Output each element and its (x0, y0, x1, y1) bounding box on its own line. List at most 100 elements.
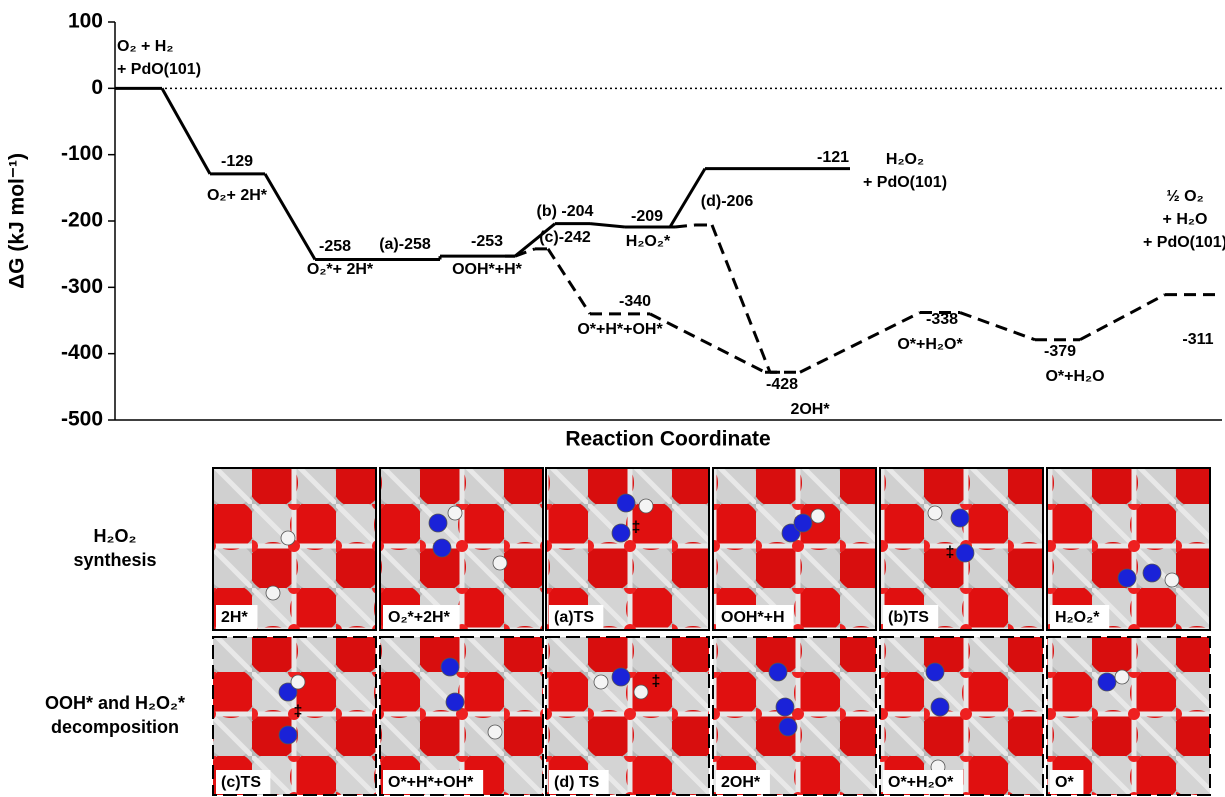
state-label: O*+H₂O* (897, 336, 963, 353)
panel-caption: O*+H₂O* (888, 774, 954, 791)
n-atom (279, 726, 297, 744)
connector (675, 225, 695, 227)
state-label: + PdO(101) (1143, 234, 1225, 251)
n-atom (926, 663, 944, 681)
structure-panel: OOH*+H (713, 468, 876, 630)
value-label: (b) -204 (537, 203, 594, 220)
structure-panel: 2OH* (713, 637, 876, 795)
n-atom (617, 494, 635, 512)
h-atom (811, 509, 825, 523)
n-atom (951, 509, 969, 527)
y-tick-label: -500 (61, 408, 103, 431)
n-atom (446, 693, 464, 711)
value-label: -338 (926, 311, 958, 328)
value-label: -379 (1044, 343, 1076, 360)
value-label: -340 (619, 293, 651, 310)
structure-panel: H₂O₂* (1047, 468, 1210, 630)
state-label: O₂ + H₂ (117, 38, 173, 55)
structure-panel: O* (1047, 637, 1210, 795)
h-atom (291, 675, 305, 689)
n-atom (1143, 564, 1161, 582)
value-label: -311 (1182, 331, 1213, 348)
n-atom (1118, 569, 1136, 587)
value-label: -209 (631, 208, 663, 225)
state-label: H₂O₂ (886, 151, 924, 168)
connector (670, 169, 705, 227)
n-atom (956, 544, 974, 562)
value-label: (c)-242 (539, 229, 591, 246)
state-label: O*+H*+OH* (577, 321, 663, 338)
n-atom (441, 658, 459, 676)
connector (960, 313, 1035, 340)
y-axis-title: ΔG (kJ mol⁻¹) (6, 153, 29, 289)
row-label: synthesis (73, 550, 156, 570)
y-tick-label: -300 (61, 275, 103, 298)
panel-caption: (a)TS (554, 609, 594, 626)
structure-panel: ‡ (a)TS (546, 468, 709, 630)
structure-panel: 2H* (213, 468, 376, 630)
transition-mark: ‡ (632, 519, 641, 536)
structure-panel: O*+H₂O* (880, 637, 1043, 795)
y-tick-label: -100 (61, 142, 103, 165)
panel-caption: (c)TS (221, 774, 261, 791)
h-atom (634, 685, 648, 699)
value-label: (d)-206 (701, 193, 754, 210)
y-tick-label: 0 (91, 76, 103, 99)
state-label: H₂O₂* (626, 233, 671, 250)
panel-caption: 2H* (221, 609, 248, 626)
transition-mark: ‡ (652, 673, 661, 690)
h-atom (266, 586, 280, 600)
panel-caption: (d) TS (554, 774, 600, 791)
value-label: (a)-258 (379, 236, 431, 253)
n-atom (1098, 673, 1116, 691)
transition-mark: ‡ (946, 544, 955, 561)
panel-caption: H₂O₂* (1055, 609, 1100, 626)
h-atom (594, 675, 608, 689)
panel-caption: O* (1055, 774, 1074, 791)
n-atom (779, 718, 797, 736)
y-tick-label: 100 (68, 10, 103, 33)
figure: Reaction Coordinate ΔG (kJ mol⁻¹) -500 -4… (0, 0, 1225, 797)
state-label: + H₂O (1163, 211, 1208, 228)
connector (265, 174, 315, 260)
value-label: -253 (471, 233, 503, 250)
panel-caption: O*+H*+OH* (388, 774, 474, 791)
x-axis-title: Reaction Coordinate (565, 428, 770, 451)
connector (548, 249, 590, 314)
state-label: OOH*+H* (452, 261, 523, 278)
h-atom (488, 725, 502, 739)
h-atom (1165, 573, 1179, 587)
y-tick-label: -400 (61, 341, 103, 364)
value-label: -258 (319, 238, 351, 255)
y-tick-label: -200 (61, 209, 103, 232)
row-label: H₂O₂ (94, 526, 137, 546)
structure-panel: ‡(c)TS (213, 637, 376, 795)
n-atom (433, 539, 451, 557)
n-atom (769, 663, 787, 681)
n-atom (429, 514, 447, 532)
panel-caption: O₂*+2H* (388, 609, 451, 626)
h-atom (1115, 670, 1129, 684)
structure-panel: ‡(b)TS (880, 468, 1043, 630)
panel-caption: OOH*+H (721, 609, 785, 626)
connector (650, 314, 765, 372)
state-label: O*+H₂O (1045, 368, 1104, 385)
h-atom (928, 506, 942, 520)
state-label: O₂*+ 2H* (307, 261, 374, 278)
connector (590, 224, 625, 227)
value-label: -121 (817, 149, 849, 166)
value-label: -129 (221, 153, 253, 170)
n-atom (931, 698, 949, 716)
panel-caption: 2OH* (721, 774, 761, 791)
state-label: + PdO(101) (863, 174, 947, 191)
n-atom (776, 698, 794, 716)
state-label: + PdO(101) (117, 61, 201, 78)
h-atom (281, 531, 295, 545)
n-atom (612, 668, 630, 686)
state-label: O₂+ 2H* (207, 187, 268, 204)
structure-panel: O₂*+2H* (380, 468, 543, 630)
n-atom (794, 514, 812, 532)
row-label: OOH* and H₂O₂* (45, 693, 185, 713)
h-atom (639, 499, 653, 513)
connector (1080, 295, 1165, 340)
